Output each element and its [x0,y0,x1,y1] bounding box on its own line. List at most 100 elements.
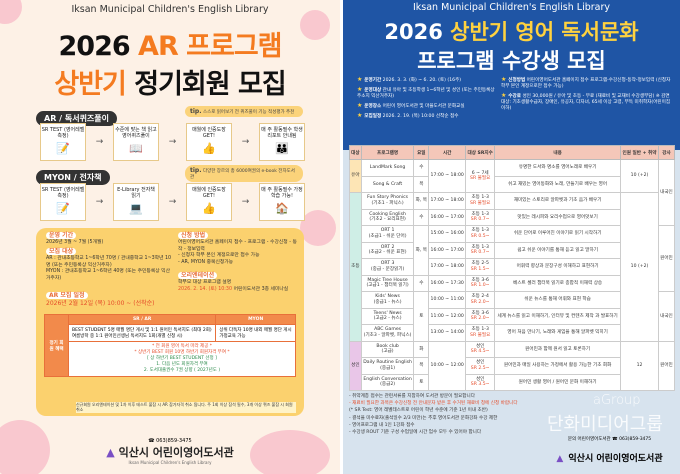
star-icon: ★ [501,91,509,99]
program-level: (고급) [381,349,394,355]
ar-tip: tip. 스스로 읽어보기 전 퀴즈풀이 기능 적성평가 추천 [185,106,303,117]
program-title: ORT 3 [380,261,395,267]
target-age: 초등 1-3 [471,228,489,234]
table-row: Cooking English (기초2 - 요리표현) 수 16:00 ~ 17:0… [350,208,675,226]
info-label: 운영기간 [364,78,382,83]
target-sr: 초등 1-3 SR 불필요 [465,192,496,210]
col-sr-ar: SR / AR [67,314,217,325]
flow-step: E-Library 전자책 읽기 💻 [112,183,159,221]
program-title: ABC Games [374,327,402,333]
period: 2026년 3월 ~ 7월 (5개월) [46,240,104,246]
note: (* SR Test: 영어 레벨테스트로 어린이 학년 수준에 기준 1년 이… [349,408,488,414]
table-header: 시간 [428,145,467,160]
watermark: aGroup [593,393,641,408]
sr-level: SR 0.7~ [470,217,490,223]
program-name: ABC Games (기초3 - 알파벳, 파닉스) [360,324,415,342]
sr-level: SR 2.0~ [470,316,490,322]
header-band [343,0,680,150]
day: 화, 목 [413,192,430,210]
arrow-icon: → [95,137,104,147]
home-icon: 🏠 [275,201,289,215]
program-level: (고급1 - 챕터북 읽기) [366,283,409,289]
day: 수 [413,274,430,292]
sr-level: SR 0.7~ [470,250,490,256]
target-sr: 초등 3-6 SR 1.0~ [465,274,496,292]
program-name: Cooking English (기초2 - 요리표현) [360,208,415,226]
sr-level: SR 불필요 [470,200,491,206]
arrow-icon: → [168,137,177,147]
poster-title-line2: 프로그램 수강생 모집 [417,49,606,73]
table-row: 성인 Book club (고급) 화 10:00 ~ 12:00 성인 SR 4.5~ 원어… [349,340,676,391]
ar-benefits: BEST STUDENT 5명 매월 명단 게시 및 1:1 원어민 독서지도 … [67,324,217,342]
library-name-en: Iksan Municipal Children's English Libra… [128,460,212,465]
instructor: 원어민 [657,340,676,391]
program-name: ORT 2 (초급2 - 쉬운 표현) [360,241,415,259]
program-name: Song & Craft [360,175,415,193]
table-row: ABC Games (기초3 - 알파벳, 파닉스) 13:00 ~ 14:00 초등… [350,324,675,342]
laptop-icon: 💻 [129,201,143,215]
program-level: (기초2 - 요리표현) [369,217,406,223]
thumbs-up-icon: 👍 [202,141,216,155]
capacity: 12 [620,340,659,391]
arrow-icon: → [168,197,177,207]
info-label: 운영장소 [364,103,382,109]
star-icon: ★ [501,76,509,83]
ar-program-poster: Iksan Municipal Children's English Libra… [0,0,340,474]
orientation-label: 오리엔테이션 [178,272,218,279]
info-item: ★ 신청방법 어린이영어도서관 홈페이지 접수 프로그램-수강신청-동작-정보입… [501,76,673,90]
star-icon: ★ [357,76,365,83]
content: 유명한 도서와 명소를 영어노래로 배우기 [494,159,622,177]
period-label: 운영 기간 [46,232,77,239]
reading-program-poster: Iksan Municipal Children's English Libra… [343,0,680,474]
blossom-decoration [0,420,50,474]
table-row: Kids' News (중급1 - 뉴스) 토 10:00 ~ 11:00 초등 2-4… [350,291,676,342]
program-level: (초급1 - 쉬운 단어) [368,233,407,239]
info-item: ★ 운영기간 2026. 3. 3. (화) ~ 6. 20. (토) (16주… [357,76,495,84]
flow-step-text: 매 주 활동필수 가정학습 가능! [261,187,303,200]
time: 15:00 ~ 16:00 [428,225,467,243]
content: 쉬운 뉴스를 통해 어휘와 표현 학습 [494,291,622,309]
time: 17:00 ~ 18:00 [428,258,467,276]
table-header: 대상 SR지수 [465,145,496,160]
instructor: 내국인 [657,291,676,342]
program-name: Kids' News (중급1 - 뉴스) [360,291,415,309]
people-icon: 👪 [275,141,289,155]
program-level: (중급2) [380,382,396,388]
program-name: Daily Routine English (중급1) [360,357,415,375]
blossom-decoration [300,210,336,246]
myon-tip: tip. 다양한 장르의 총 6000여권의 e-book 전자도서관 [185,165,303,182]
time: 16:00 ~ 17:30 [428,274,467,292]
flow-step-text: 매월에 인증도장 GET! [192,127,226,140]
content: 베스트 셀러 챕터북 읽기로 종합적 이해력 상승 [494,274,622,292]
program-table: 대상 프로그램명 요일 시간 대상 SR지수 내용 인원 일반 + 취약 강사 유아 LandMa… [349,145,676,391]
capacity: 10 (+2) [620,159,659,193]
apply-label: 신청 방법 [178,232,209,239]
star-icon: ★ [357,111,365,119]
day: 수 [413,159,430,177]
instructor: 원어민 [657,225,676,292]
program-title: Kids' News [375,294,400,300]
target-age: 초등 1-3 [471,195,489,201]
target-age: 초등 3-6 [471,310,489,316]
program-title: ORT 1 [380,228,395,234]
program-title: English Conversation [363,376,412,382]
target-age: 초등 1-3 [471,327,489,333]
content: 세계 뉴스를 읽고 이해하기, 인터뷰 및 컨텐츠 제작 과 발표하기 [494,307,622,325]
program-title: Cooking English [369,211,406,217]
ar-section-tag: AR / 독서퀴즈풀이 [36,111,118,126]
target-ar: AR : 관내초등학교 1~6학년 70명 / 관내중학교 1~3학년 10명 … [46,256,172,268]
program-level: (고급2 - 뉴스) [373,316,402,322]
library-footer: ☎ 063)859-3475 ▲ 익산시 어린이영어도서관 Iksan Muni… [0,438,340,465]
watermark: 단화미디어그룹 [547,414,663,435]
day: 목 [413,357,430,375]
table-header: 인원 일반 + 취약 [620,145,659,160]
phone: ☎ 063)859-3475 [148,438,192,444]
table-row: Magic Tree House (고급1 - 챕터북 읽기) 수 16:00 ~ 1… [350,274,675,292]
day: 화, 목 [413,225,430,276]
ar-flow: SR TEST (영어레벨측정) 📝 → 수준에 맞는 책 읽고 영어퀴즈풀이 📖 → 매월… [40,123,305,161]
info-value: 2026. 3. 3. (화) ~ 6. 20. (토) (16주) [382,78,462,83]
benefits-notes: * 전 회원 영어 독서 마라 제공 * * 상반기 BEST 회원 10명 하반… [68,340,296,378]
time: 13:00 ~ 14:00 [428,324,467,342]
info-value: 어린이 영어도서관 및 마을도서관 문화교실 [382,103,465,109]
library-logo: ▲ 익산시 어린이영어도서관 [556,454,663,464]
